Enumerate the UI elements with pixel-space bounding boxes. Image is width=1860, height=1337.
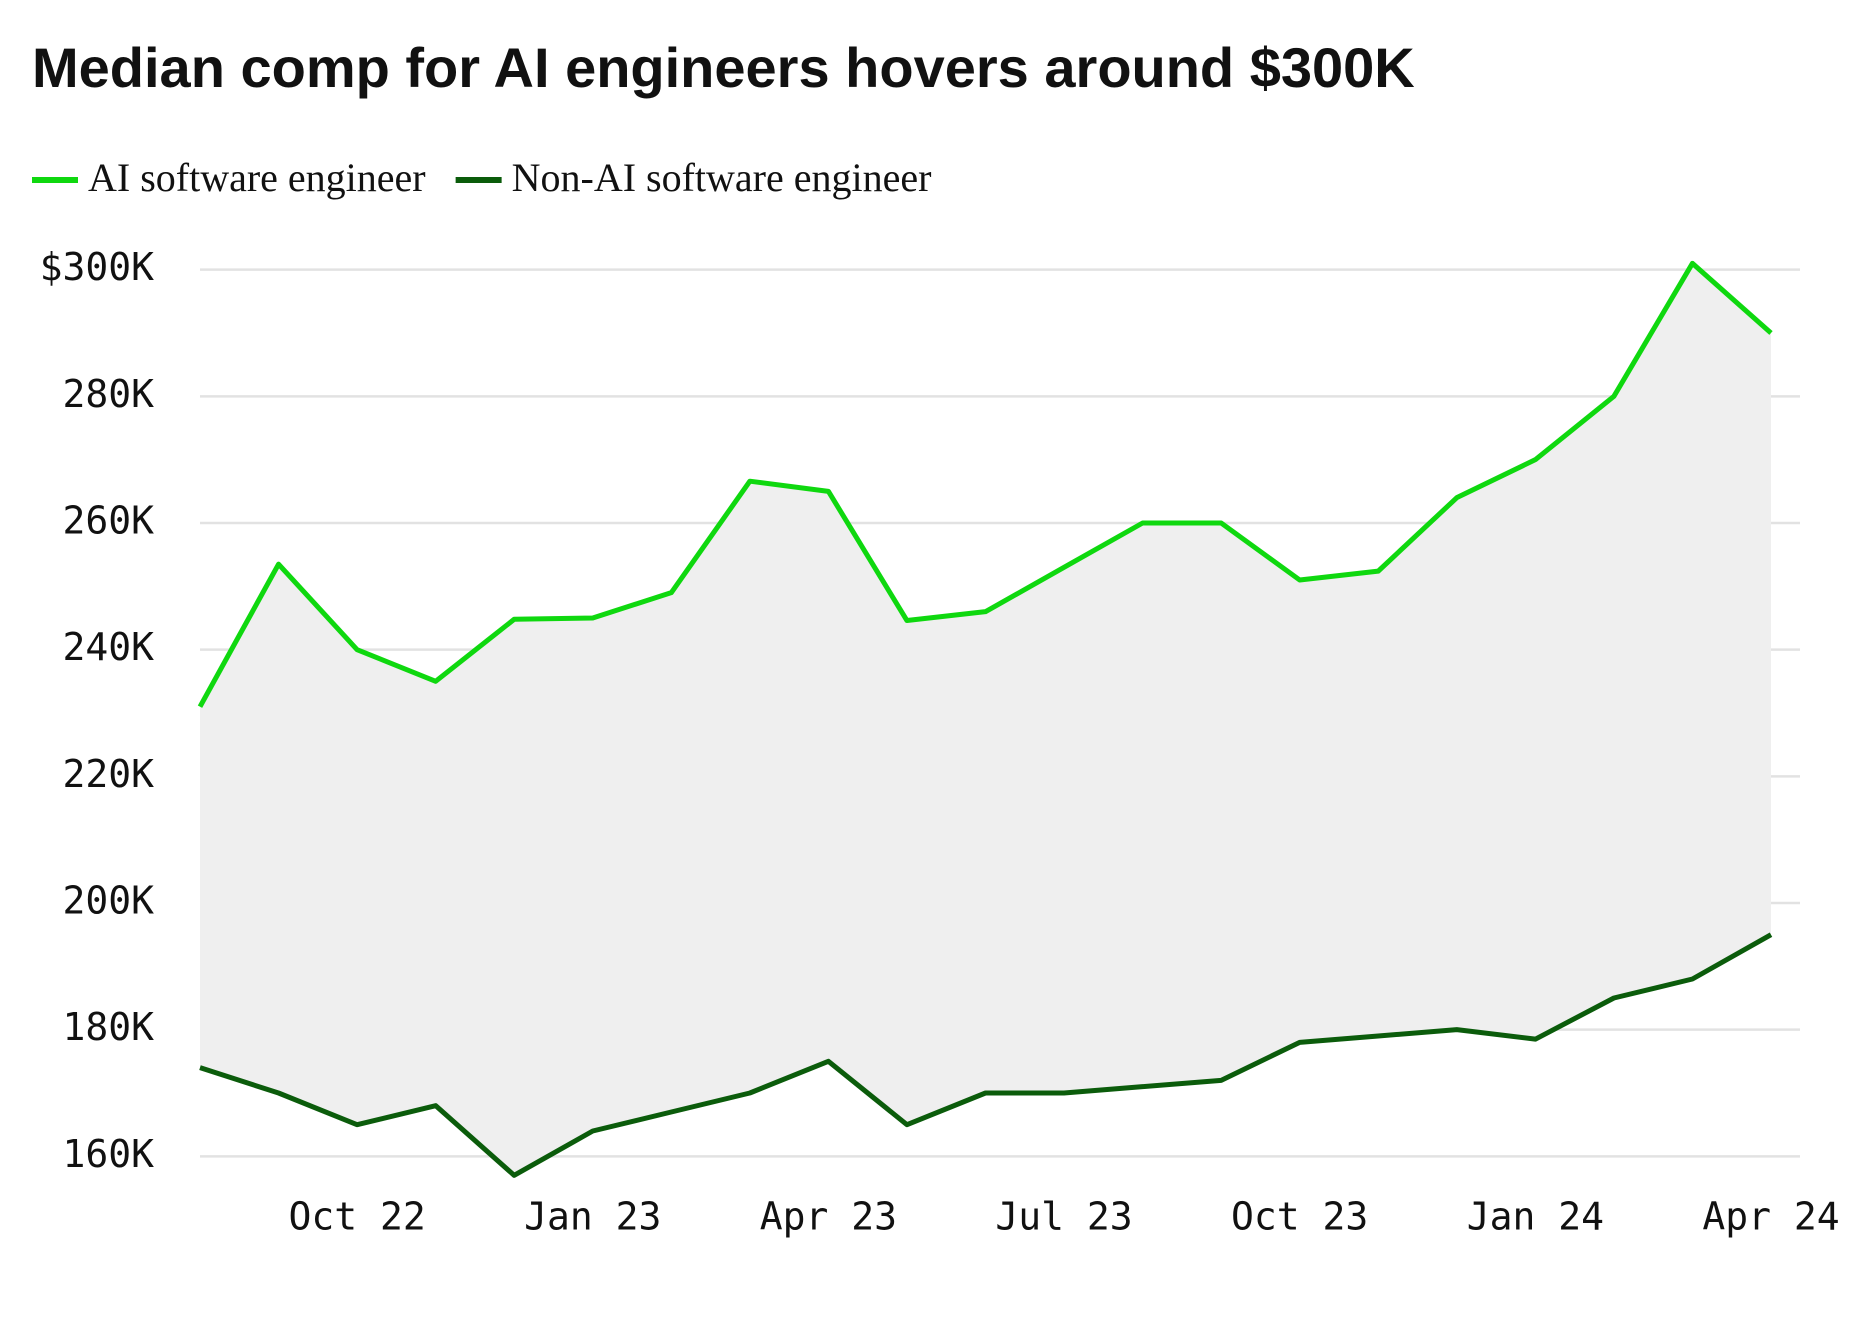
x-tick-label: Jan 24 xyxy=(1467,1195,1604,1239)
legend-label: AI software engineer xyxy=(88,155,426,200)
x-tick-label: Jul 23 xyxy=(995,1195,1132,1239)
chart-title: Median comp for AI engineers hovers arou… xyxy=(32,36,1415,99)
line-layer xyxy=(197,260,1773,1178)
x-tick-label: Jan 23 xyxy=(524,1195,661,1239)
y-tick-label: 280K xyxy=(62,372,154,416)
gap-area xyxy=(200,263,1771,1176)
y-tick-label: 180K xyxy=(62,1005,154,1049)
legend-label: Non-AI software engineer xyxy=(512,155,932,200)
x-tick-label: Oct 22 xyxy=(288,1195,425,1239)
x-tick-label: Apr 23 xyxy=(760,1195,897,1239)
area-layer xyxy=(200,263,1771,1176)
label-layer: 160K 180K 200K 220K 240K 260K 280K $300K Oct 22 J… xyxy=(40,245,1840,1238)
y-tick-label: 260K xyxy=(62,499,154,543)
y-tick-label: 200K xyxy=(62,879,154,923)
legend: AI software engineer Non-AI software engi… xyxy=(32,155,931,200)
x-tick-label: Apr 24 xyxy=(1702,1195,1839,1239)
x-tick-label: Oct 23 xyxy=(1231,1195,1368,1239)
y-tick-label: $300K xyxy=(40,245,155,289)
y-tick-label: 240K xyxy=(62,625,154,669)
series-line xyxy=(197,260,1773,708)
series-line xyxy=(199,932,1773,1178)
y-tick-label: 160K xyxy=(62,1132,154,1176)
y-tick-label: 220K xyxy=(62,752,154,796)
